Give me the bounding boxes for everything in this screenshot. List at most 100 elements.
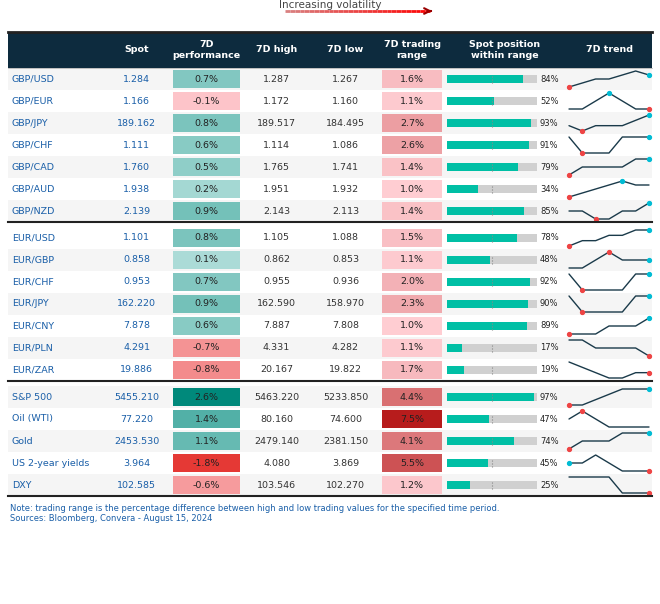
Bar [173, 295, 240, 313]
Text: 189.517: 189.517 [257, 118, 296, 127]
Text: US 2-year yields: US 2-year yields [12, 458, 89, 467]
Text: 0.8%: 0.8% [195, 234, 218, 242]
Bar [447, 163, 518, 171]
Text: 2381.150: 2381.150 [323, 437, 368, 446]
Text: 1.284: 1.284 [123, 74, 150, 83]
Text: 0.858: 0.858 [123, 255, 150, 265]
Text: 2.3%: 2.3% [400, 300, 424, 309]
Bar [173, 361, 240, 379]
Text: 1.951: 1.951 [263, 184, 290, 193]
Text: 80.160: 80.160 [260, 414, 293, 423]
Text: 5233.850: 5233.850 [323, 393, 368, 402]
Text: 0.5%: 0.5% [195, 162, 218, 172]
Bar [382, 251, 442, 269]
Bar [447, 481, 469, 489]
Bar [382, 180, 442, 198]
Bar [8, 452, 652, 474]
Text: EUR/JPY: EUR/JPY [12, 300, 49, 309]
Text: 90%: 90% [540, 300, 558, 309]
Text: 1.2%: 1.2% [400, 481, 424, 489]
Text: 79%: 79% [540, 162, 558, 172]
Text: 0.936: 0.936 [332, 277, 359, 286]
Bar [447, 278, 530, 286]
Bar [382, 476, 442, 494]
Bar [8, 271, 652, 293]
Bar [382, 295, 442, 313]
Text: EUR/USD: EUR/USD [12, 234, 55, 242]
Text: 52%: 52% [540, 97, 558, 106]
Bar [447, 459, 537, 467]
Bar [382, 202, 442, 220]
Text: 103.546: 103.546 [257, 481, 296, 489]
Bar [173, 114, 240, 132]
Text: 0.1%: 0.1% [195, 255, 218, 265]
Text: 1.4%: 1.4% [400, 162, 424, 172]
Text: GBP/NZD: GBP/NZD [12, 207, 55, 216]
Bar [8, 68, 652, 90]
Bar [447, 322, 527, 330]
Text: 5.5%: 5.5% [400, 458, 424, 467]
Text: 2479.140: 2479.140 [254, 437, 299, 446]
Text: 2.143: 2.143 [263, 207, 290, 216]
Text: 1.938: 1.938 [123, 184, 150, 193]
Bar [382, 92, 442, 110]
Text: GBP/USD: GBP/USD [12, 74, 55, 83]
Text: 74%: 74% [540, 437, 558, 446]
Text: 1.6%: 1.6% [400, 74, 424, 83]
Text: 4.080: 4.080 [263, 458, 290, 467]
Bar [447, 437, 537, 445]
Text: GBP/CHF: GBP/CHF [12, 141, 53, 150]
Text: 93%: 93% [540, 118, 558, 127]
Text: 1.172: 1.172 [263, 97, 290, 106]
Bar [8, 32, 652, 68]
Bar [173, 273, 240, 291]
Bar [173, 92, 240, 110]
Text: 7.5%: 7.5% [400, 414, 424, 423]
Text: Spot position
within range: Spot position within range [469, 40, 541, 60]
Text: 1.1%: 1.1% [400, 97, 424, 106]
Text: 92%: 92% [540, 277, 558, 286]
Text: 2.113: 2.113 [332, 207, 359, 216]
Bar [447, 75, 537, 83]
Text: 1.111: 1.111 [123, 141, 150, 150]
Text: 0.955: 0.955 [263, 277, 290, 286]
Text: 4.282: 4.282 [332, 344, 359, 353]
Bar [8, 200, 652, 222]
Bar [8, 90, 652, 112]
Text: 2.0%: 2.0% [400, 277, 424, 286]
Bar [8, 249, 652, 271]
Text: 47%: 47% [540, 414, 558, 423]
Bar [447, 393, 537, 401]
Text: 184.495: 184.495 [326, 118, 365, 127]
Text: 1.932: 1.932 [332, 184, 359, 193]
Bar [8, 178, 652, 200]
Text: 1.101: 1.101 [123, 234, 150, 242]
Text: 74.600: 74.600 [329, 414, 362, 423]
Bar [173, 229, 240, 247]
Text: 102.585: 102.585 [117, 481, 156, 489]
Text: 0.7%: 0.7% [195, 74, 218, 83]
Text: 158.970: 158.970 [326, 300, 365, 309]
Bar [173, 136, 240, 154]
Text: -0.1%: -0.1% [193, 97, 220, 106]
Text: 78%: 78% [540, 234, 559, 242]
Text: 91%: 91% [540, 141, 558, 150]
Bar [447, 344, 462, 352]
Bar [382, 339, 442, 357]
Bar [8, 227, 652, 249]
Bar [447, 207, 523, 215]
Text: 0.9%: 0.9% [195, 207, 218, 216]
Text: Note: trading range is the percentage difference between high and low trading va: Note: trading range is the percentage di… [10, 504, 500, 524]
Text: GBP/EUR: GBP/EUR [12, 97, 54, 106]
Text: 0.8%: 0.8% [195, 118, 218, 127]
Bar [447, 459, 488, 467]
Text: DXY: DXY [12, 481, 32, 489]
Text: 77.220: 77.220 [120, 414, 153, 423]
Text: 1.114: 1.114 [263, 141, 290, 150]
Text: 7D low: 7D low [327, 45, 364, 54]
Text: 3.869: 3.869 [332, 458, 359, 467]
Bar [382, 317, 442, 335]
Text: 1.760: 1.760 [123, 162, 150, 172]
Bar [382, 158, 442, 176]
Bar [382, 361, 442, 379]
